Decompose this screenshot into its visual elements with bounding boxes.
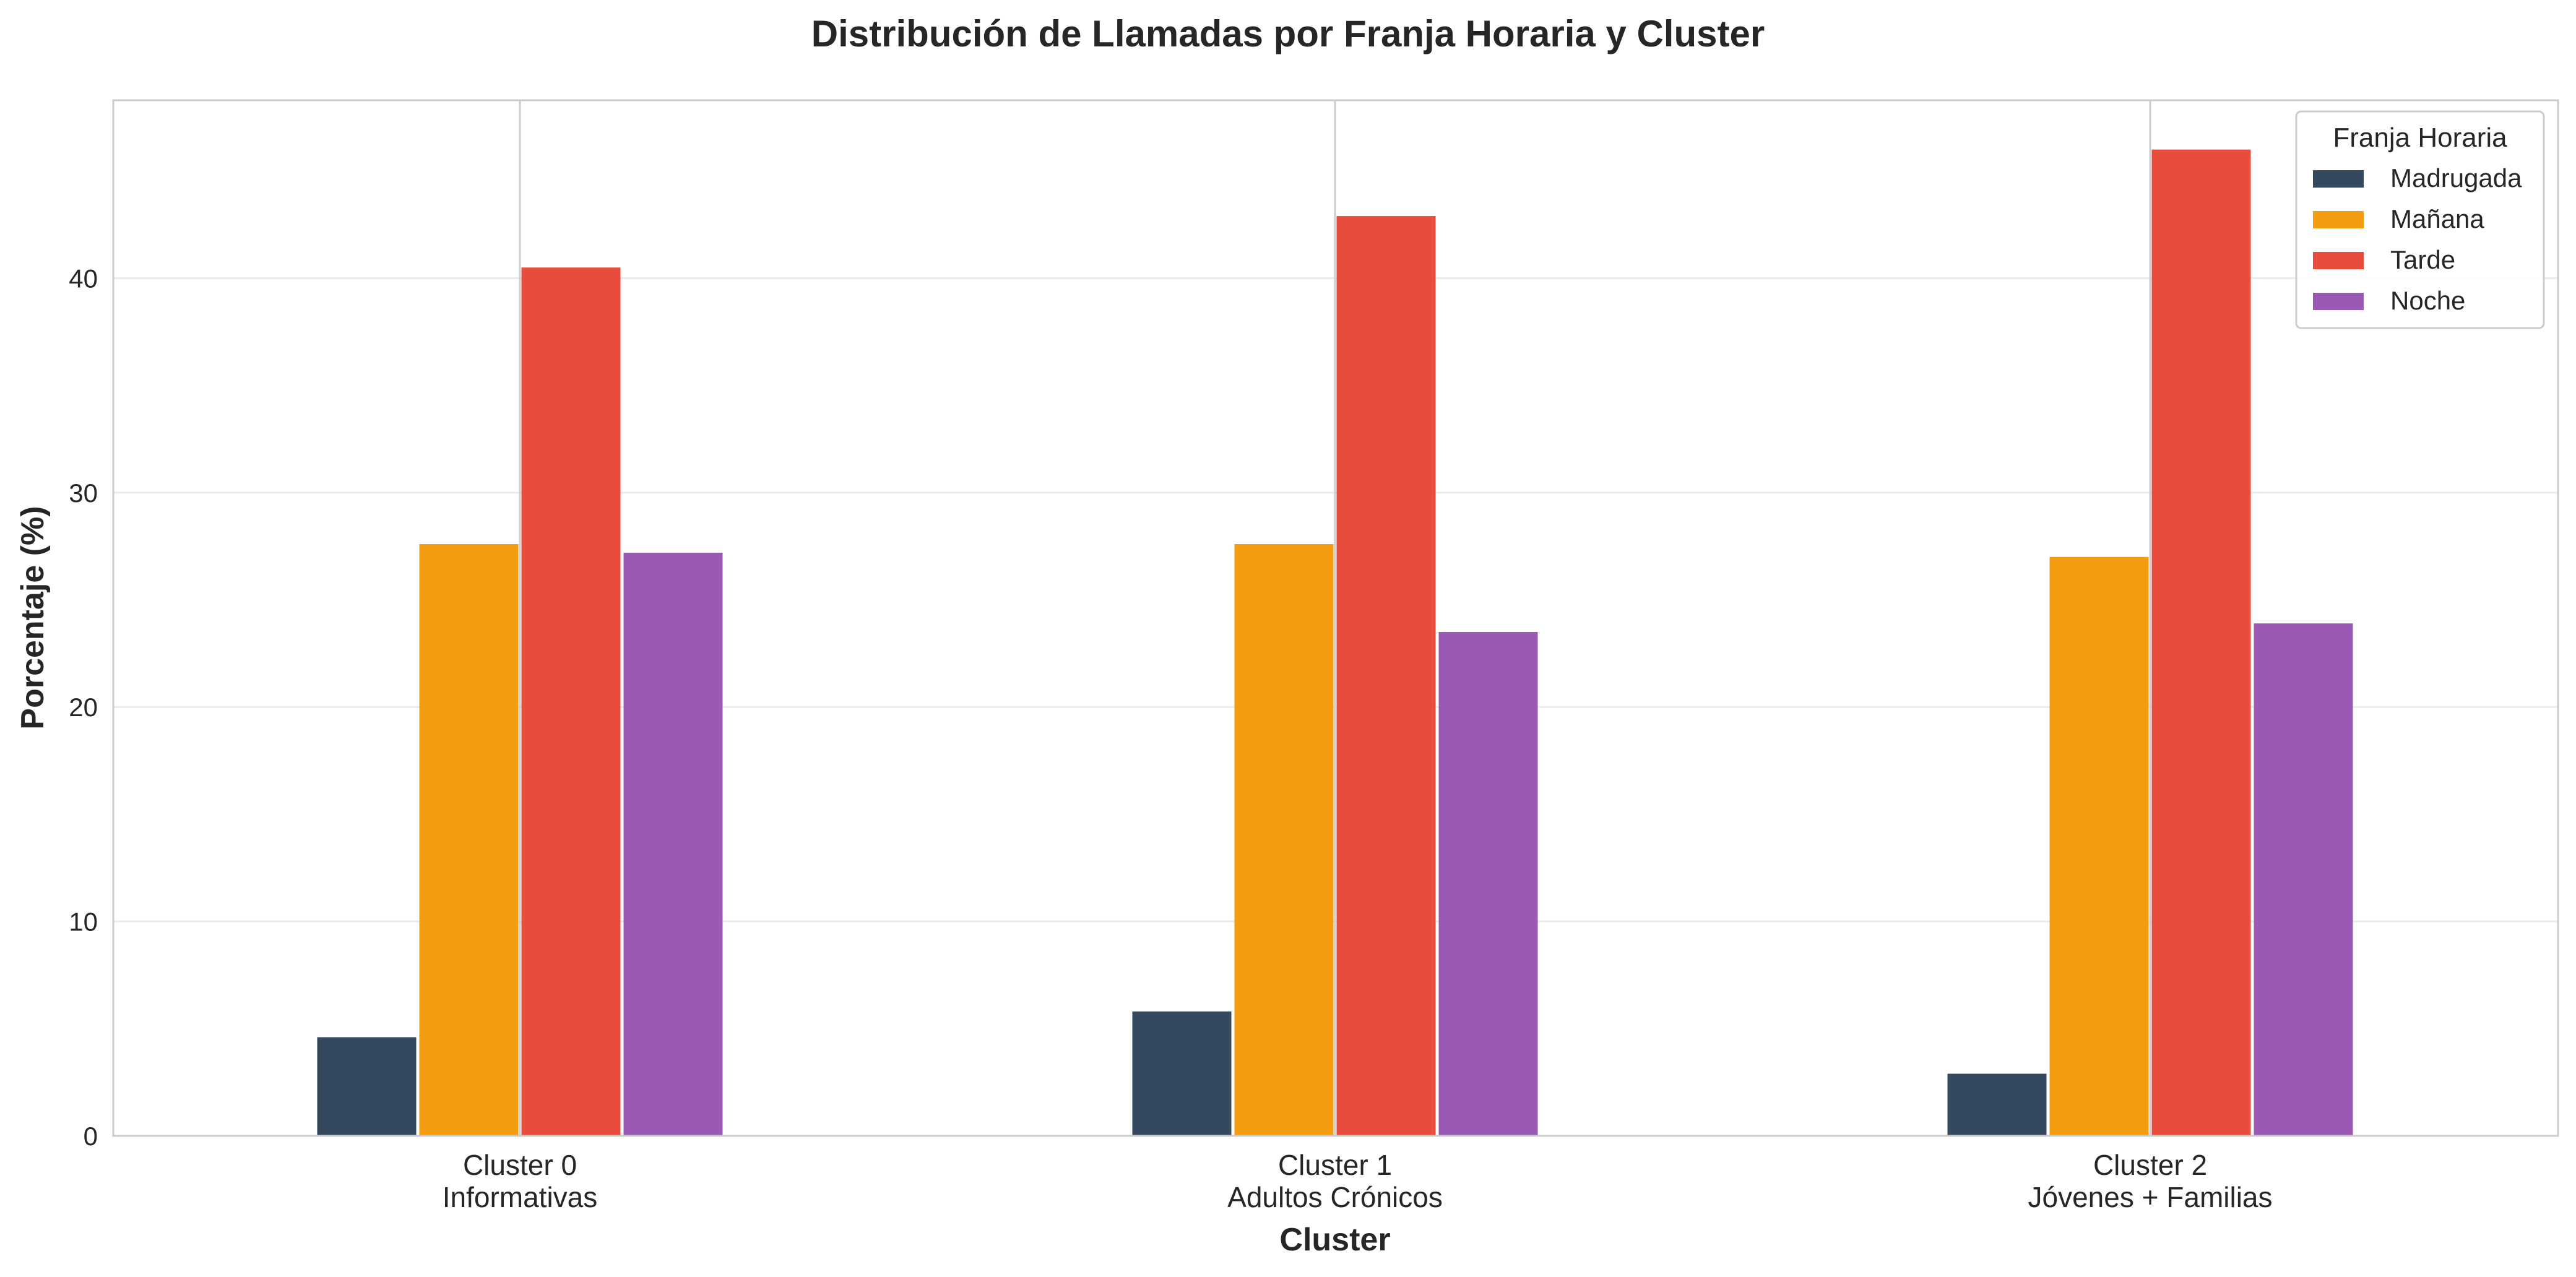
x-tick-label: Cluster 2: [2093, 1149, 2207, 1181]
bar-ma-ana-cluster-1: [1234, 544, 1334, 1136]
legend-title: Franja Horaria: [2333, 123, 2507, 153]
y-tick-label: 40: [69, 264, 98, 293]
x-tick-label: Cluster 0: [463, 1149, 577, 1181]
legend-entry-label: Madrugada: [2390, 163, 2522, 193]
bar-noche-cluster-0: [623, 552, 723, 1136]
bar-noche-cluster-2: [2254, 623, 2353, 1136]
legend-box: [2295, 110, 2545, 329]
y-tick-label: 30: [69, 478, 98, 508]
chart-title: Distribución de Llamadas por Franja Hora…: [811, 13, 1765, 54]
y-axis-label: Porcentaje (%): [15, 506, 51, 729]
bar-tarde-cluster-0: [521, 267, 621, 1136]
legend-swatch: [2313, 252, 2364, 269]
y-tick-label: 10: [69, 907, 98, 937]
bar-madrugada-cluster-0: [317, 1037, 417, 1136]
x-tick-label: Adultos Crónicos: [1227, 1181, 1443, 1213]
x-tick-label: Informativas: [443, 1181, 598, 1213]
x-tick-label: Jóvenes + Familias: [2028, 1181, 2273, 1213]
legend-swatch: [2313, 211, 2364, 228]
legend: Franja Horaria Madrugada Mañana Tarde Noche: [2295, 110, 2545, 329]
y-tick-label: 20: [69, 693, 98, 722]
y-tick-label: 0: [84, 1122, 98, 1151]
x-tick-label: Cluster 1: [1278, 1149, 1392, 1181]
legend-entry-label: Tarde: [2390, 245, 2455, 274]
bar-ma-ana-cluster-2: [2049, 556, 2149, 1136]
bar-ma-ana-cluster-0: [419, 544, 519, 1136]
x-axis-label: Cluster: [1279, 1222, 1390, 1258]
bar-madrugada-cluster-2: [1947, 1073, 2047, 1136]
bars-layer: [317, 149, 2353, 1136]
bar-noche-cluster-1: [1438, 632, 1538, 1136]
legend-entry-label: Noche: [2390, 286, 2465, 315]
y-ticks: 0 10 20 30 40: [69, 264, 98, 1151]
legend-swatch: [2313, 293, 2364, 310]
legend-swatch: [2313, 170, 2364, 188]
grid-layer: [113, 100, 2558, 1136]
bar-tarde-cluster-2: [2151, 149, 2251, 1136]
plot-frame: [112, 99, 2559, 1137]
bar-tarde-cluster-1: [1336, 216, 1436, 1136]
legend-entry-label: Mañana: [2390, 204, 2484, 233]
bar-madrugada-cluster-1: [1132, 1011, 1232, 1136]
